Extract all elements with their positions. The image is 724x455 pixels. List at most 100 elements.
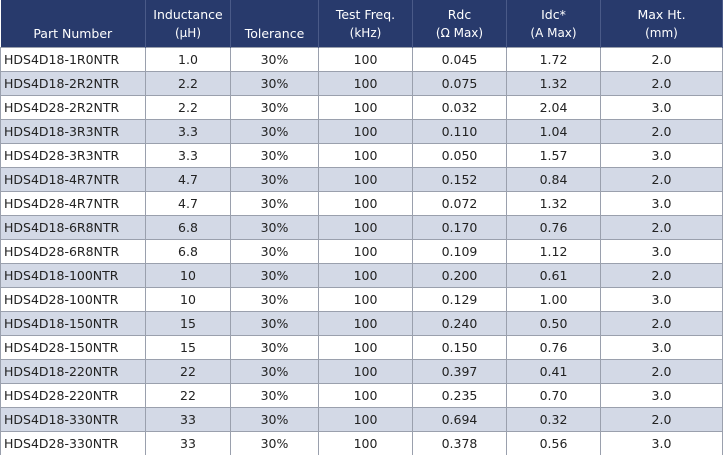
table-row: HDS4D28-100NTR 10 30% 100 0.129 1.00 3.0 [0, 287, 723, 312]
table-cell: 0.150 [412, 335, 507, 360]
table-cell: 30% [230, 431, 319, 455]
table-cell: 0.70 [506, 383, 601, 408]
table-cell: 100 [318, 95, 413, 120]
table-cell: 0.045 [412, 47, 507, 72]
table-cell: 0.397 [412, 359, 507, 384]
table-row: HDS4D28-6R8NTR 6.8 30% 100 0.109 1.12 3.0 [0, 239, 723, 264]
table-cell: 100 [318, 167, 413, 192]
table-cell: 6.8 [145, 239, 231, 264]
table-cell: 1.04 [506, 119, 601, 144]
table-cell: 30% [230, 335, 319, 360]
header-cell: Rdc (Ω Max) [412, 0, 507, 48]
table-cell: 22 [145, 359, 231, 384]
header-text: Rdc [447, 7, 472, 22]
table-row: HDS4D18-1R0NTR 1.0 30% 100 0.045 1.72 2.0 [0, 47, 723, 72]
table-row: HDS4D28-220NTR 22 30% 100 0.235 0.70 3.0 [0, 383, 723, 408]
table-cell: HDS4D28-330NTR [0, 431, 146, 455]
table-cell: 100 [318, 71, 413, 96]
table-cell: 0.235 [412, 383, 507, 408]
table-cell: 3.3 [145, 143, 231, 168]
table-cell: 0.032 [412, 95, 507, 120]
table-cell: 100 [318, 263, 413, 288]
table-cell: 0.76 [506, 215, 601, 240]
header-cell: Tolerance [230, 0, 319, 48]
table-row: HDS4D18-4R7NTR 4.7 30% 100 0.152 0.84 2.0 [0, 167, 723, 192]
table-cell: 30% [230, 287, 319, 312]
table-cell: 100 [318, 215, 413, 240]
table-cell: 2.2 [145, 71, 231, 96]
header-label: Tolerance [231, 2, 318, 47]
header-label: Part Number [1, 2, 146, 47]
table-row: HDS4D18-330NTR 33 30% 100 0.694 0.32 2.0 [0, 407, 723, 432]
table-cell: 3.0 [600, 287, 723, 312]
table-cell: 0.378 [412, 431, 507, 455]
table-cell: 0.56 [506, 431, 601, 455]
table-cell: 33 [145, 431, 231, 455]
table-cell: HDS4D18-4R7NTR [0, 167, 146, 192]
table-row: HDS4D28-150NTR 15 30% 100 0.150 0.76 3.0 [0, 335, 723, 360]
table-cell: 1.72 [506, 47, 601, 72]
table-cell: 0.109 [412, 239, 507, 264]
header-cell: Part Number [0, 0, 146, 48]
table-cell: HDS4D28-100NTR [0, 287, 146, 312]
table-row: HDS4D28-2R2NTR 2.2 30% 100 0.032 2.04 3.0 [0, 95, 723, 120]
table-cell: 0.110 [412, 119, 507, 144]
table-cell: HDS4D28-150NTR [0, 335, 146, 360]
header-text: Tolerance [244, 26, 305, 41]
table-cell: 100 [318, 431, 413, 455]
table-cell: 100 [318, 47, 413, 72]
table-row: HDS4D18-3R3NTR 3.3 30% 100 0.110 1.04 2.0 [0, 119, 723, 144]
table-body: HDS4D18-1R0NTR 1.0 30% 100 0.045 1.72 2.0 HDS4D… [0, 47, 723, 455]
table-cell: 100 [318, 407, 413, 432]
table-cell: 2.0 [600, 119, 723, 144]
table-row: HDS4D18-220NTR 22 30% 100 0.397 0.41 2.0 [0, 359, 723, 384]
table-cell: 1.0 [145, 47, 231, 72]
table-cell: 30% [230, 191, 319, 216]
header-text: (A Max) [530, 26, 577, 40]
table-row: HDS4D18-150NTR 15 30% 100 0.240 0.50 2.0 [0, 311, 723, 336]
table-cell: 4.7 [145, 191, 231, 216]
table-cell: 2.0 [600, 71, 723, 96]
header-cell: Test Freq. (kHz) [318, 0, 413, 48]
header-text: (kHz) [349, 26, 382, 40]
table-cell: 0.32 [506, 407, 601, 432]
table-cell: 2.04 [506, 95, 601, 120]
table-row: HDS4D28-330NTR 33 30% 100 0.378 0.56 3.0 [0, 431, 723, 455]
table-cell: 0.050 [412, 143, 507, 168]
table-cell: 100 [318, 239, 413, 264]
table-cell: 0.240 [412, 311, 507, 336]
table-cell: 0.152 [412, 167, 507, 192]
table-cell: 100 [318, 335, 413, 360]
table-cell: 0.84 [506, 167, 601, 192]
header-text: Idc* [541, 7, 566, 22]
table-cell: 0.61 [506, 263, 601, 288]
table-cell: 100 [318, 287, 413, 312]
table-cell: 10 [145, 287, 231, 312]
header-label: Idc* (A Max) [507, 2, 600, 47]
table-cell: HDS4D18-2R2NTR [0, 71, 146, 96]
table-cell: HDS4D18-330NTR [0, 407, 146, 432]
table-cell: 4.7 [145, 167, 231, 192]
table-cell: 15 [145, 311, 231, 336]
table-cell: HDS4D18-6R8NTR [0, 215, 146, 240]
header-label: Inductance (µH) [146, 2, 230, 47]
table-cell: 3.0 [600, 239, 723, 264]
header-text: Inductance [153, 7, 223, 22]
table-cell: 30% [230, 311, 319, 336]
table-cell: 0.170 [412, 215, 507, 240]
table-cell: 1.12 [506, 239, 601, 264]
table-row: HDS4D18-2R2NTR 2.2 30% 100 0.075 1.32 2.0 [0, 71, 723, 96]
table-cell: 30% [230, 239, 319, 264]
table-cell: HDS4D18-1R0NTR [0, 47, 146, 72]
header-text: (µH) [174, 26, 202, 40]
table-cell: 33 [145, 407, 231, 432]
table-cell: 0.200 [412, 263, 507, 288]
table-cell: 30% [230, 407, 319, 432]
table-cell: 0.694 [412, 407, 507, 432]
table-cell: 100 [318, 383, 413, 408]
table-cell: HDS4D18-3R3NTR [0, 119, 146, 144]
table-row: HDS4D28-4R7NTR 4.7 30% 100 0.072 1.32 3.0 [0, 191, 723, 216]
header-cell: Max Ht. (mm) [600, 0, 723, 48]
table-cell: 30% [230, 71, 319, 96]
